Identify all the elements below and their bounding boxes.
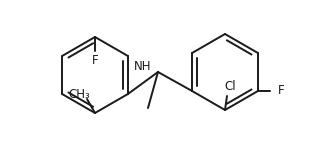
Text: NH: NH xyxy=(134,60,152,73)
Text: CH₃: CH₃ xyxy=(68,88,90,102)
Text: F: F xyxy=(278,84,285,98)
Text: Cl: Cl xyxy=(224,80,236,93)
Text: F: F xyxy=(92,54,98,68)
